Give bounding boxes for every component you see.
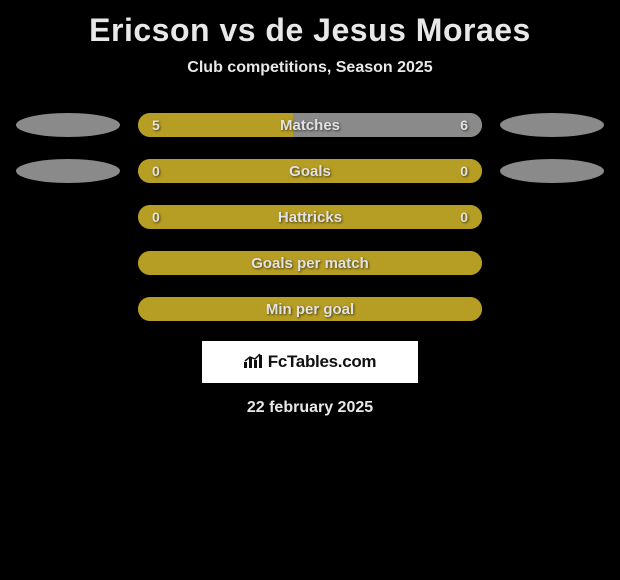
subtitle: Club competitions, Season 2025 [0,59,620,77]
player-ellipse-right [500,113,604,137]
stat-label: Matches [138,117,482,134]
stat-label: Goals [138,163,482,180]
logo-box: FcTables.com [202,341,418,383]
chart-icon [244,352,264,373]
date-label: 22 february 2025 [0,399,620,417]
player-ellipse-left [16,159,120,183]
stat-label: Min per goal [138,301,482,318]
stat-label: Hattricks [138,209,482,226]
stat-bar: 56Matches [138,113,482,137]
player-ellipse-left [16,113,120,137]
logo-text: FcTables.com [268,352,377,372]
stat-bar: Min per goal [138,297,482,321]
stat-bar: 00Goals [138,159,482,183]
stats-rows: 56Matches 00Goals 00Hattricks Goals per mat… [0,113,620,321]
player-ellipse-right [500,159,604,183]
stat-label: Goals per match [138,255,482,272]
stat-row: 00Hattricks [8,205,612,229]
stat-row: Min per goal [8,297,612,321]
stat-row: 00Goals [8,159,612,183]
stat-row: 56Matches [8,113,612,137]
page-title: Ericson vs de Jesus Moraes [0,0,620,49]
stat-row: Goals per match [8,251,612,275]
stat-bar: 00Hattricks [138,205,482,229]
stat-bar: Goals per match [138,251,482,275]
